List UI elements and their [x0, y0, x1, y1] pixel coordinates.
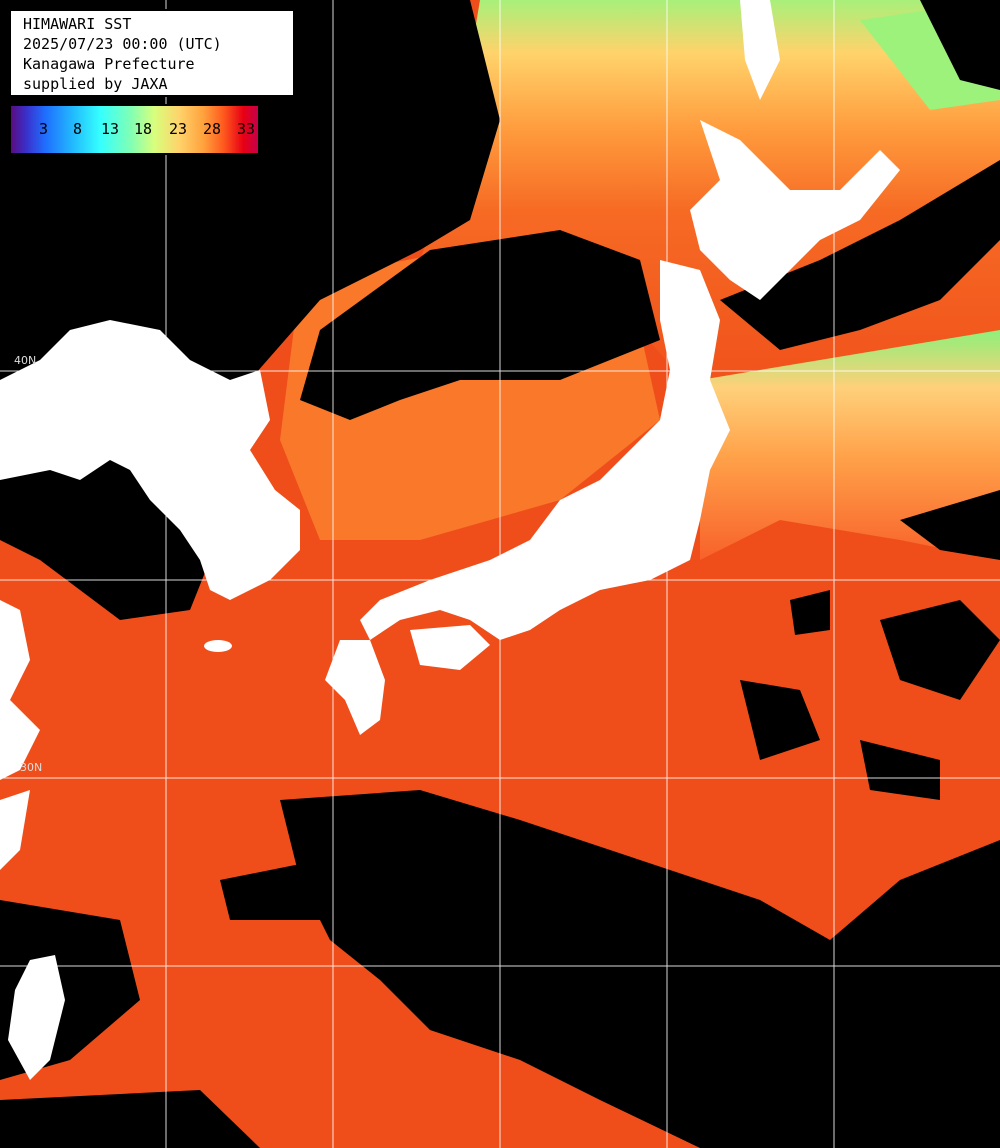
legend-tick: 8 [73, 120, 83, 138]
land-honshu [360, 260, 730, 640]
land-shikoku [410, 625, 490, 670]
land-sakhalin [740, 0, 780, 100]
legend-tick: 33 [237, 120, 256, 138]
info-box: HIMAWARI SST 2025/07/23 00:00 (UTC) Kana… [9, 9, 295, 97]
legend-tick: 18 [134, 120, 153, 138]
land-kyushu [325, 640, 385, 735]
lat-label-30n: 30N [20, 761, 43, 774]
map-region: Kanagawa Prefecture [23, 55, 195, 73]
map-title: HIMAWARI SST [23, 15, 132, 33]
land-hokkaido [690, 120, 900, 300]
map-credit: supplied by JAXA [23, 75, 168, 93]
land-china-south [0, 790, 30, 870]
land [0, 0, 900, 1080]
land-taiwan [8, 955, 65, 1080]
land-jeju [204, 640, 232, 652]
cool-water-east [700, 330, 1000, 560]
map-datetime: 2025/07/23 00:00 (UTC) [23, 35, 222, 53]
land-china-coast [0, 600, 40, 780]
lat-label-40n: 40N [14, 354, 37, 367]
color-scale-legend: 3 8 13 18 23 28 33 [9, 104, 260, 155]
land-korea-china [0, 320, 300, 600]
legend-tick: 13 [101, 120, 120, 138]
legend-tick: 28 [203, 120, 222, 138]
legend-tick: 23 [169, 120, 188, 138]
legend-tick: 3 [39, 120, 49, 138]
